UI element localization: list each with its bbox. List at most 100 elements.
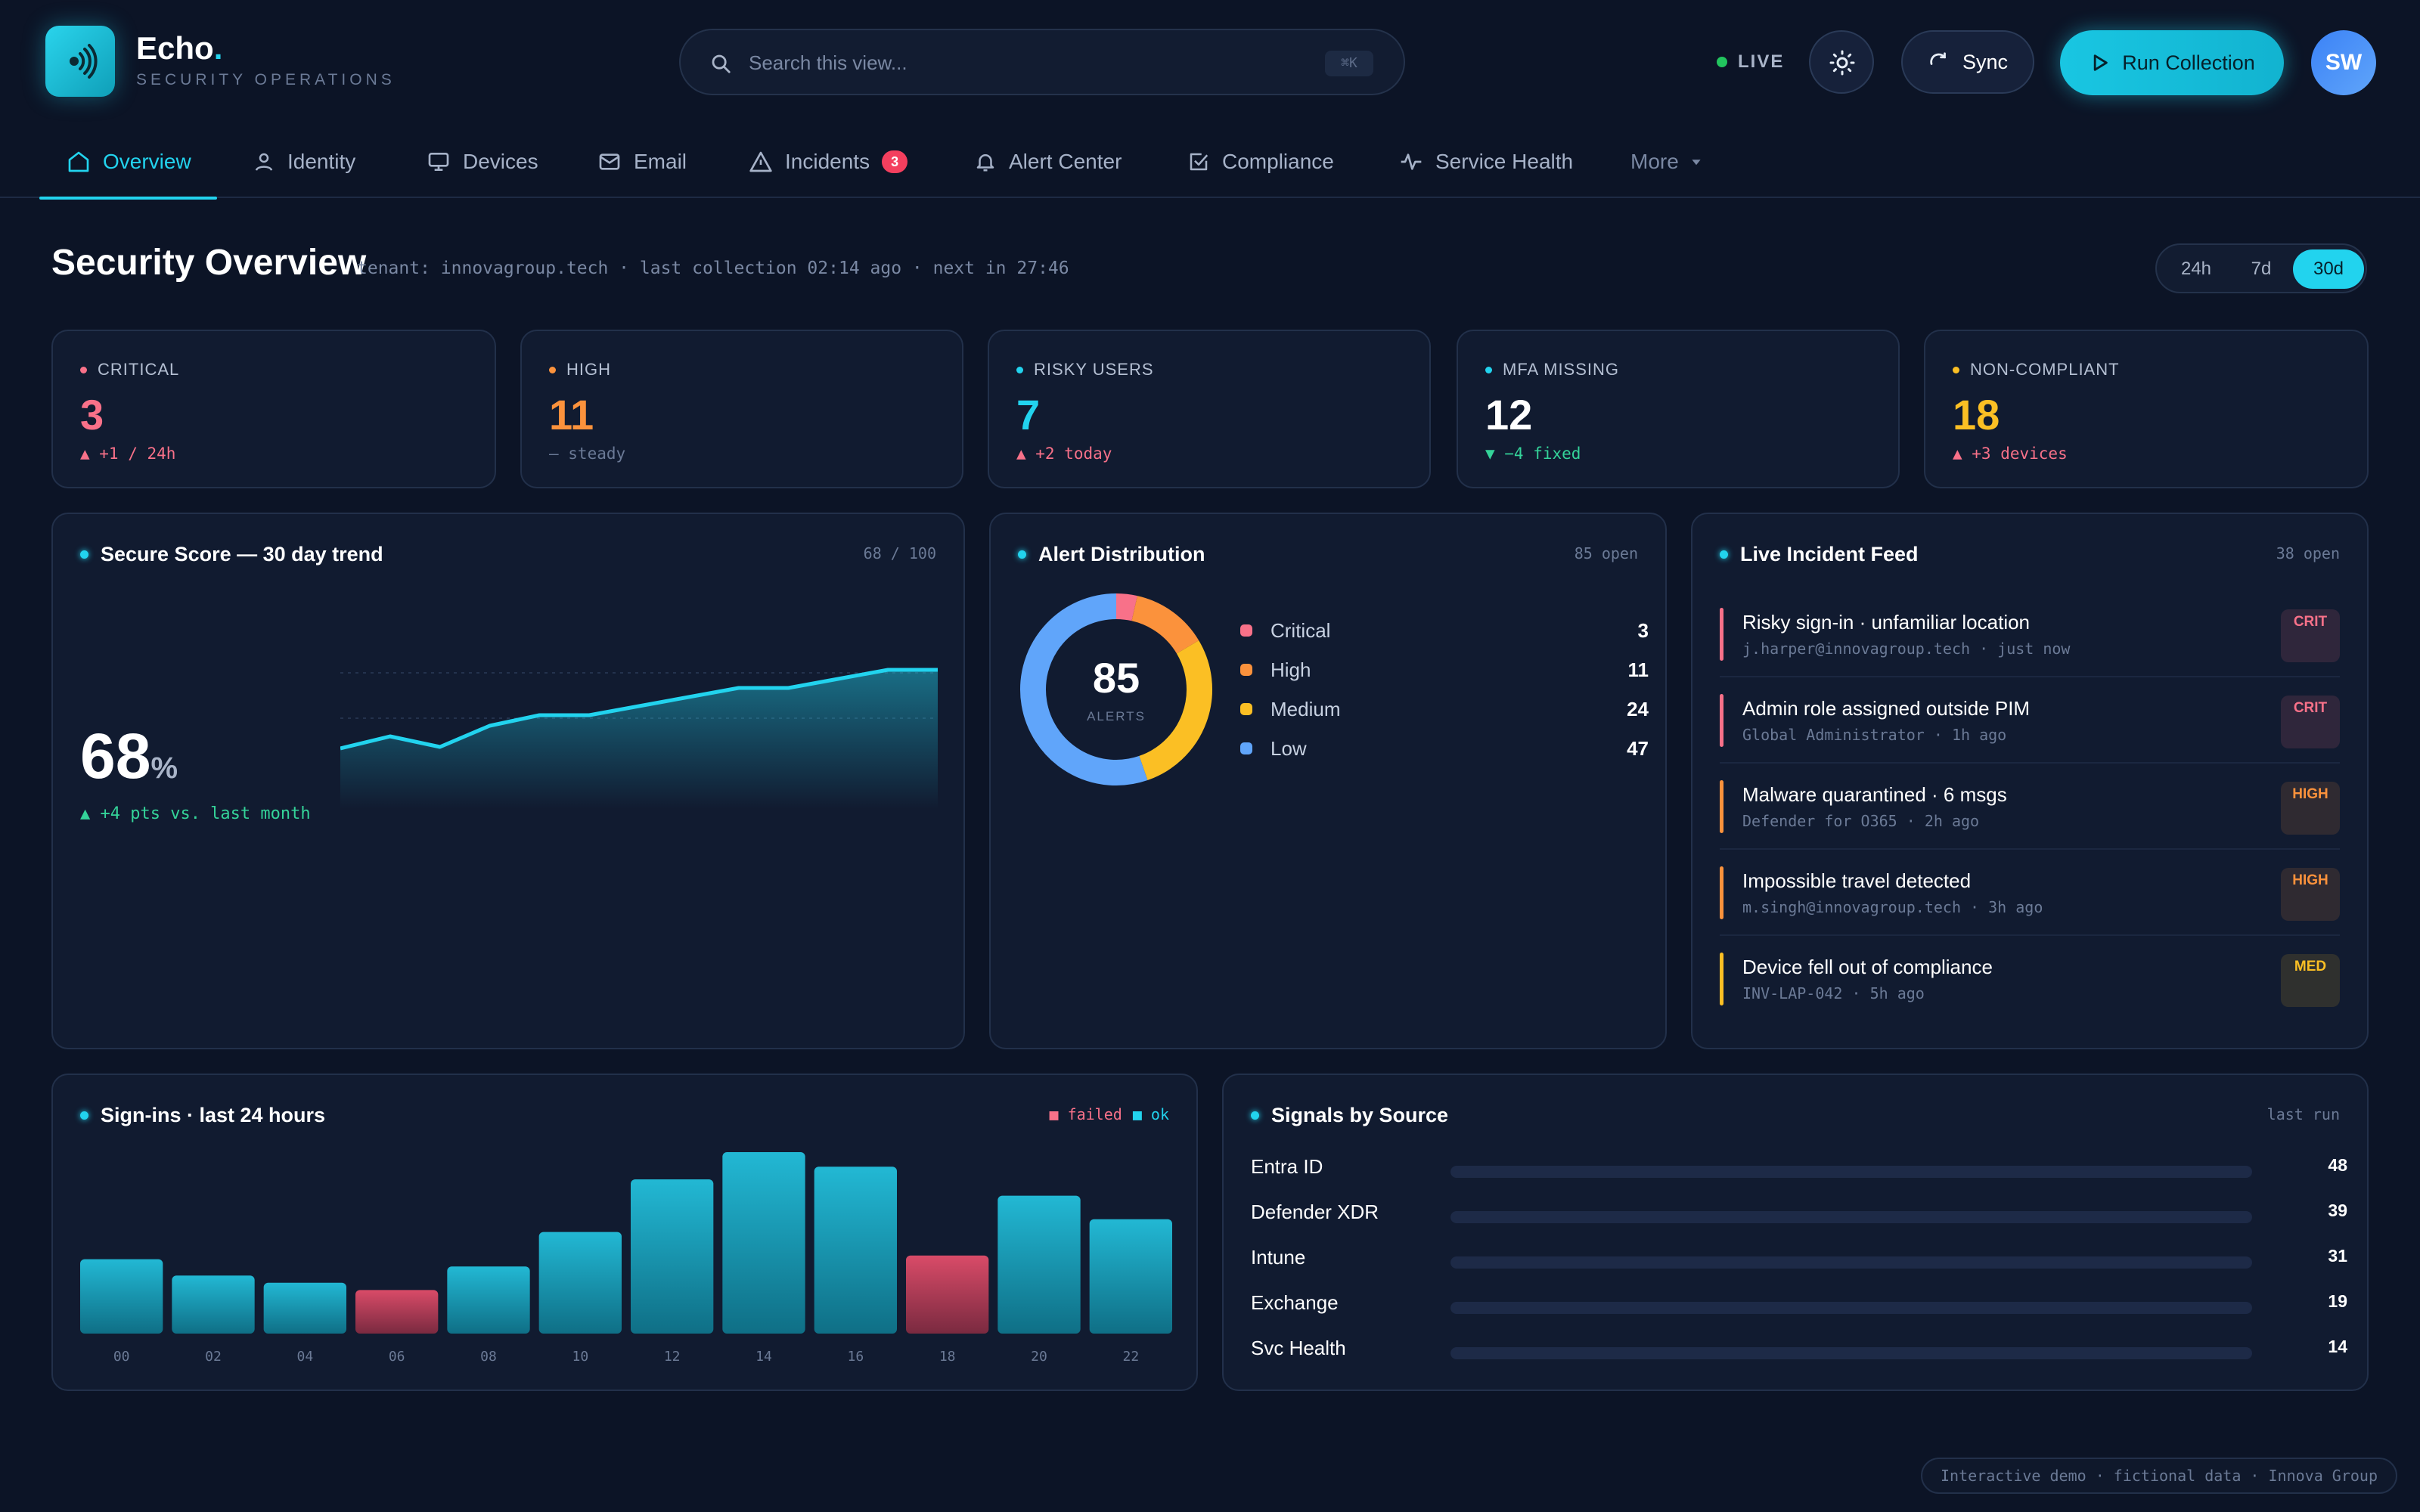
x-tick-label: 10 bbox=[572, 1349, 588, 1365]
source-name: Defender XDR bbox=[1251, 1201, 1379, 1223]
signin-bar[interactable] bbox=[631, 1179, 714, 1334]
home-icon bbox=[68, 151, 89, 172]
stat-card-high[interactable]: HIGH 11 — steady bbox=[520, 330, 963, 488]
signin-bar[interactable] bbox=[80, 1259, 163, 1334]
source-row-entra-id[interactable]: Entra ID 48 bbox=[1251, 1154, 2347, 1184]
x-tick-label: 06 bbox=[389, 1349, 405, 1365]
incidents-count-badge: 3 bbox=[882, 150, 908, 173]
tab-label: Incidents bbox=[785, 150, 870, 173]
signin-bar[interactable] bbox=[263, 1282, 346, 1334]
search-input[interactable]: Search this view... bbox=[749, 51, 908, 74]
source-row-svc-health[interactable]: Svc Health 14 bbox=[1251, 1335, 2347, 1365]
footer-note: Interactive demo · fictional data · Inno… bbox=[1921, 1458, 2397, 1494]
incident-item[interactable]: Risky sign-in · unfamiliar location j.har… bbox=[1720, 608, 2340, 676]
legend-high: High 11 bbox=[1240, 655, 1649, 685]
severity-badge: MED bbox=[2281, 954, 2340, 1007]
stat-card-risky-users[interactable]: RISKY USERS 7 ▲ +2 today bbox=[988, 330, 1431, 488]
signin-bar[interactable] bbox=[906, 1255, 989, 1334]
stat-card-non-compliant[interactable]: NON-COMPLIANT 18 ▲ +3 devices bbox=[1924, 330, 2369, 488]
incident-item[interactable]: Admin role assigned outside PIM Global Ad… bbox=[1720, 694, 2340, 762]
source-name: Exchange bbox=[1251, 1291, 1339, 1314]
incident-title: Admin role assigned outside PIM bbox=[1742, 697, 2031, 720]
tab-label: Devices bbox=[463, 150, 538, 173]
panel-meta: 85 open bbox=[1574, 544, 1638, 562]
alert-donut-chart bbox=[1020, 593, 1212, 785]
tab-overview[interactable]: Overview bbox=[39, 125, 217, 200]
donut-slice-low[interactable] bbox=[1020, 593, 1148, 785]
signin-bar[interactable] bbox=[355, 1290, 439, 1334]
title-dot bbox=[1018, 550, 1026, 559]
signin-bar[interactable] bbox=[1089, 1219, 1172, 1334]
source-row-exchange[interactable]: Exchange 19 bbox=[1251, 1290, 2347, 1320]
source-count: 31 bbox=[2328, 1246, 2347, 1266]
warning-icon bbox=[749, 151, 772, 172]
brand-subtitle: SECURITY OPERATIONS bbox=[136, 71, 396, 88]
time-range-selector: 24h 7d 30d bbox=[2155, 243, 2367, 293]
more-menu[interactable]: More bbox=[1630, 125, 1702, 198]
stat-label: CRITICAL bbox=[80, 360, 179, 380]
signin-bar[interactable] bbox=[814, 1167, 897, 1334]
source-row-defender-xdr[interactable]: Defender XDR 39 bbox=[1251, 1199, 2347, 1229]
legend-ok: ■ ok bbox=[1132, 1105, 1169, 1123]
incident-item[interactable]: Device fell out of compliance INV-LAP-042… bbox=[1720, 953, 2340, 1021]
stat-label: NON-COMPLIANT bbox=[1953, 360, 2120, 380]
tab-devices[interactable]: Devices bbox=[427, 125, 538, 198]
stat-delta: ▼ −4 fixed bbox=[1485, 445, 1581, 463]
signin-bar[interactable] bbox=[538, 1232, 622, 1334]
mail-icon bbox=[599, 153, 620, 170]
run-collection-button[interactable]: Run Collection bbox=[2060, 30, 2284, 95]
status-dot bbox=[549, 366, 556, 373]
tab-service-health[interactable]: Service Health bbox=[1399, 125, 1573, 198]
stat-delta: — steady bbox=[549, 445, 626, 463]
source-name: Entra ID bbox=[1251, 1155, 1323, 1178]
panel-title: Signals by Source bbox=[1251, 1104, 1448, 1127]
tab-email[interactable]: Email bbox=[597, 125, 687, 198]
donut-slice-medium[interactable] bbox=[1138, 640, 1212, 781]
donut-slice-critical[interactable] bbox=[1115, 593, 1137, 621]
incident-title: Impossible travel detected bbox=[1742, 869, 1972, 892]
incident-item[interactable]: Impossible travel detected m.singh@innova… bbox=[1720, 866, 2340, 934]
tab-compliance[interactable]: Compliance bbox=[1187, 125, 1334, 198]
signin-bar[interactable] bbox=[172, 1275, 255, 1334]
tab-alert-center[interactable]: Alert Center bbox=[974, 125, 1122, 198]
stat-card-critical[interactable]: CRITICAL 3 ▲ +1 / 24h bbox=[51, 330, 496, 488]
signin-bar[interactable] bbox=[447, 1266, 530, 1334]
tab-incidents[interactable]: Incidents 3 bbox=[749, 125, 908, 198]
status-dot bbox=[1016, 366, 1023, 373]
legend-critical: Critical 3 bbox=[1240, 615, 1649, 646]
severity-badge: CRIT bbox=[2281, 609, 2340, 662]
tab-label: Identity bbox=[287, 150, 356, 173]
stat-card-mfa-missing[interactable]: MFA MISSING 12 ▼ −4 fixed bbox=[1457, 330, 1900, 488]
divider bbox=[1720, 848, 2340, 850]
tab-identity[interactable]: Identity bbox=[253, 125, 355, 198]
source-row-intune[interactable]: Intune 31 bbox=[1251, 1244, 2347, 1275]
legend-swatch bbox=[1240, 742, 1252, 754]
stat-value: 7 bbox=[1016, 391, 1041, 438]
search-box[interactable]: Search this view... ⌘K bbox=[679, 29, 1405, 95]
signin-bar[interactable] bbox=[997, 1195, 1081, 1334]
logo[interactable] bbox=[45, 26, 115, 97]
avatar[interactable]: SW bbox=[2311, 30, 2376, 95]
divider bbox=[1720, 934, 2340, 936]
range-30d-button[interactable]: 30d bbox=[2293, 249, 2364, 289]
panel-title: Secure Score — 30 day trend bbox=[80, 543, 383, 566]
donut-slice-high[interactable] bbox=[1131, 596, 1199, 654]
range-7d-button[interactable]: 7d bbox=[2251, 259, 2272, 279]
page-subtitle: tenant: innovagroup.tech · last collecti… bbox=[357, 259, 1069, 278]
theme-toggle-button[interactable] bbox=[1809, 30, 1874, 94]
stat-value: 12 bbox=[1485, 391, 1533, 438]
signin-bar[interactable] bbox=[722, 1152, 805, 1334]
panel-meta: 68 / 100 bbox=[863, 544, 936, 562]
bell-icon bbox=[976, 154, 994, 172]
stat-label: MFA MISSING bbox=[1485, 360, 1619, 380]
range-24h-button[interactable]: 24h bbox=[2180, 259, 2212, 279]
incident-item[interactable]: Malware quarantined · 6 msgs Defender for… bbox=[1720, 780, 2340, 848]
signins-legend: ■ failed ■ ok bbox=[1049, 1105, 1169, 1123]
sync-button[interactable]: Sync bbox=[1901, 30, 2034, 94]
stat-label: HIGH bbox=[549, 360, 611, 380]
source-name: Svc Health bbox=[1251, 1337, 1346, 1359]
x-tick-label: 04 bbox=[296, 1349, 313, 1365]
x-tick-label: 14 bbox=[755, 1349, 772, 1365]
source-name: Intune bbox=[1251, 1246, 1306, 1269]
search-icon bbox=[712, 54, 731, 73]
